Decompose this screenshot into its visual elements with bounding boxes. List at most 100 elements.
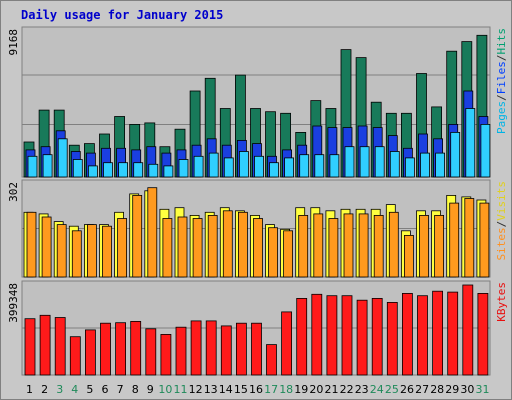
bar-kbytes <box>326 295 338 376</box>
legend-entry: / <box>495 221 508 228</box>
bar-pages <box>148 163 159 178</box>
bar-kbytes <box>69 336 81 376</box>
x-tick-label: 23 <box>355 383 369 396</box>
bar-kbytes <box>371 297 383 376</box>
x-tick-label: 10 <box>158 383 172 396</box>
x-tick-label: 26 <box>400 383 414 396</box>
bar-sites <box>117 218 127 278</box>
bar-pages <box>72 159 83 178</box>
x-tick-label: 6 <box>102 383 109 396</box>
bar-sites <box>41 216 52 278</box>
bar-kbytes <box>356 299 368 376</box>
bar-pages <box>344 146 355 178</box>
x-tick-label: 9 <box>147 383 154 396</box>
bar-kbytes <box>296 297 308 376</box>
bar-kbytes <box>85 329 96 376</box>
bar-sites <box>192 218 203 278</box>
bar-pages <box>193 155 204 178</box>
bar-kbytes <box>190 320 202 376</box>
bar-pages <box>420 152 430 178</box>
x-tick-label: 24 <box>370 383 384 396</box>
bar-kbytes <box>266 344 277 376</box>
bar-kbytes <box>235 322 247 376</box>
bar-pages <box>374 146 385 178</box>
bar-sites <box>464 198 475 278</box>
bar-kbytes <box>39 314 51 376</box>
y-max-label: 399348 <box>7 283 20 323</box>
bar-pages <box>238 151 249 178</box>
legend-entry: / <box>495 55 508 62</box>
bar-pages <box>450 131 461 178</box>
legend-entry: Hits <box>495 28 508 55</box>
legend-entry: KBytes <box>495 282 508 322</box>
x-tick-label: 18 <box>279 383 293 396</box>
x-tick-label: 11 <box>174 383 188 396</box>
bar-pages <box>163 165 174 178</box>
bar-pages <box>208 152 219 178</box>
bar-sites <box>479 202 490 278</box>
bar-pages <box>404 157 415 178</box>
legend-entry: Files <box>495 61 508 94</box>
x-tick-label: 13 <box>204 383 218 396</box>
bar-sites <box>71 230 82 278</box>
bar-pages <box>299 154 310 178</box>
bar-pages <box>27 155 38 178</box>
x-tick-label: 5 <box>86 383 93 396</box>
x-tick-label: 15 <box>234 383 248 396</box>
legend-label: Sites/Visits <box>495 181 508 261</box>
bar-kbytes <box>462 284 474 376</box>
bar-pages <box>103 162 113 178</box>
x-tick-label: 7 <box>117 383 124 396</box>
bar-kbytes <box>251 322 262 376</box>
bar-sites <box>56 224 67 278</box>
bar-pages <box>435 152 446 178</box>
bar-sites <box>26 211 37 278</box>
bar-kbytes <box>145 328 157 376</box>
bar-kbytes <box>220 325 232 376</box>
x-tick-label: 29 <box>445 383 459 396</box>
bar-pages <box>223 157 234 178</box>
x-tick-label: 22 <box>340 383 354 396</box>
bar-pages <box>254 155 264 178</box>
bar-sites <box>177 216 188 278</box>
bar-sites <box>449 202 460 278</box>
bar-kbytes <box>130 320 142 376</box>
x-tick-label: 2 <box>41 383 48 396</box>
bar-kbytes <box>100 322 111 376</box>
bar-pages <box>269 162 279 178</box>
bar-pages <box>118 162 128 178</box>
bar-pages <box>480 124 491 178</box>
x-tick-label: 20 <box>309 383 323 396</box>
bar-kbytes <box>24 318 36 376</box>
x-tick-label: 31 <box>476 383 490 396</box>
x-tick-label: 4 <box>71 383 78 396</box>
x-tick-label: 19 <box>294 383 308 396</box>
x-tick-label: 16 <box>249 383 263 396</box>
bar-kbytes <box>175 326 187 376</box>
bar-sites <box>87 224 97 278</box>
x-tick-label: 27 <box>415 383 429 396</box>
bar-kbytes <box>341 295 353 376</box>
bar-kbytes <box>401 292 413 376</box>
bar-kbytes <box>447 291 459 376</box>
bar-sites <box>283 230 294 278</box>
bar-sites <box>147 187 158 278</box>
bar-pages <box>178 159 189 178</box>
bar-sites <box>207 214 218 278</box>
y-max-label: 302 <box>7 182 20 202</box>
x-tick-label: 30 <box>460 383 474 396</box>
bar-kbytes <box>432 290 444 376</box>
bar-sites <box>253 218 263 278</box>
bar-kbytes <box>54 317 66 376</box>
x-tick-label: 1 <box>26 383 33 396</box>
bar-sites <box>102 225 112 278</box>
x-tick-label: 25 <box>385 383 399 396</box>
legend-entry: Pages <box>495 101 508 134</box>
bar-sites <box>237 211 248 278</box>
bar-kbytes <box>386 301 398 376</box>
bar-sites <box>373 214 384 278</box>
legend-label: KBytes <box>495 282 508 322</box>
bar-pages <box>57 138 68 178</box>
bar-sites <box>162 218 173 278</box>
x-tick-label: 12 <box>189 383 203 396</box>
